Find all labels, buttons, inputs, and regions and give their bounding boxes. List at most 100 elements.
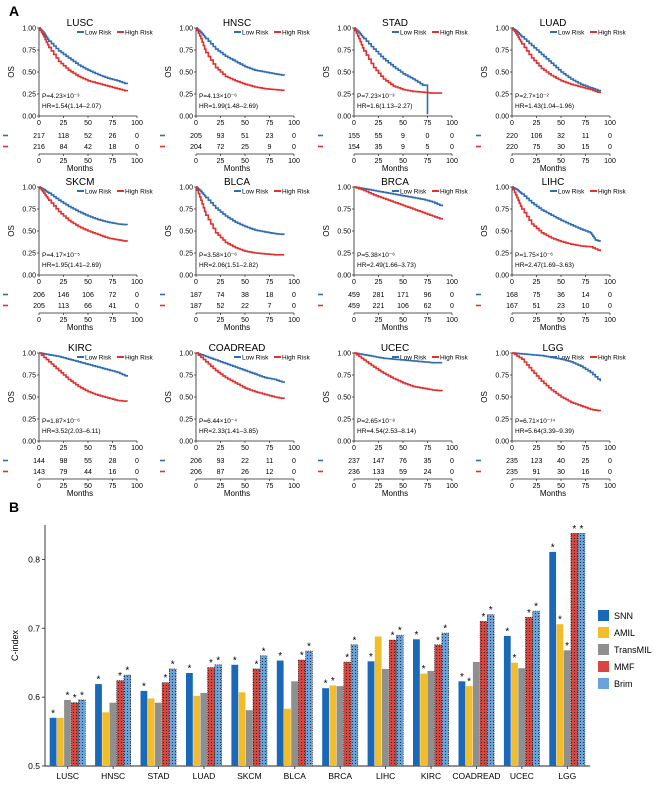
bar-snn-brca: [322, 688, 329, 766]
km-x-tick-label: 0: [510, 279, 514, 286]
legend-high-label: High Risk: [125, 30, 154, 37]
risk-low-count: 0: [608, 133, 612, 140]
km-panel-title: KIRC: [68, 343, 92, 354]
risk-high-count: 84: [60, 144, 68, 151]
risk-x-tick-label: 100: [604, 317, 616, 324]
km-x-tick-label: 75: [424, 120, 432, 127]
km-panel-skcm: 0.00 0.25 0.50 0.75 1.00 0 25 50 75 100 OS SKCMLow …: [3, 177, 154, 332]
km-y-tick-label: 0.00: [22, 273, 36, 280]
months-label: Months: [224, 489, 250, 498]
km-x-tick-label: 0: [352, 120, 356, 127]
km-y-tick-label: 0.25: [22, 417, 36, 424]
risk-low-count: 75: [533, 292, 541, 299]
risk-low-count: 38: [241, 292, 249, 299]
km-y-tick-label: 0.25: [495, 417, 509, 424]
bar-y-tick-label: 0.6: [28, 692, 40, 702]
bar-hatch-overlay: [434, 644, 442, 767]
bar-transmil-coadread: [472, 662, 480, 766]
km-y-tick-label: 0.75: [22, 373, 36, 380]
km-low-risk-curve: [39, 352, 128, 377]
significance-star: *: [331, 676, 335, 687]
km-x-tick-label: 75: [109, 279, 117, 286]
significance-star: *: [73, 693, 77, 704]
km-x-tick-label: 100: [131, 445, 143, 452]
significance-star: *: [307, 642, 311, 653]
km-panel-luad: 0.00 0.25 0.50 0.75 1.00 0 25 50 75 100 OS LUADLow …: [476, 18, 627, 173]
km-high-risk-curve: [196, 352, 285, 400]
risk-high-count: 235: [506, 469, 518, 476]
legend-swatch-brim: [598, 678, 609, 689]
legend-swatch-amil: [598, 627, 609, 638]
bar-hatch-overlay: [441, 632, 449, 767]
bar-snn-lusc: [49, 717, 57, 766]
risk-x-tick-label: 0: [37, 317, 41, 324]
significance-star: *: [489, 605, 493, 616]
significance-star: *: [66, 690, 70, 701]
significance-star: *: [171, 659, 175, 670]
risk-low-count: 0: [450, 292, 454, 299]
bar-hatch-overlay: [252, 668, 261, 767]
bar-snn-skcm: [231, 664, 239, 766]
km-y-tick-label: 0.50: [337, 395, 351, 402]
months-label: Months: [540, 323, 566, 332]
bar-hatch-overlay: [207, 667, 215, 767]
legend-high-label: High Risk: [282, 189, 311, 196]
km-x-tick-label: 50: [399, 445, 407, 452]
significance-star: *: [391, 631, 395, 642]
km-x-tick-label: 0: [352, 445, 356, 452]
km-x-tick-label: 25: [533, 445, 541, 452]
km-y-tick-label: 0.00: [22, 114, 36, 121]
km-y-tick-label: 1.00: [337, 351, 351, 358]
significance-star: *: [142, 681, 146, 692]
km-hazard-ratio: HR=1.6(1.13–2.27): [357, 103, 412, 110]
km-x-tick-label: 25: [217, 120, 225, 127]
km-x-tick-label: 0: [510, 445, 514, 452]
bar-snn-hnsc: [95, 684, 102, 766]
risk-low-count: 0: [608, 458, 612, 465]
km-x-tick-label: 100: [288, 279, 300, 286]
km-hazard-ratio: HR=1.99(1.48–2.69): [199, 103, 258, 110]
km-low-risk-curve: [39, 186, 128, 226]
risk-x-tick-label: 75: [109, 317, 117, 324]
risk-x-tick-label: 75: [424, 158, 432, 165]
km-x-tick-label: 75: [266, 445, 274, 452]
risk-low-count: 0: [608, 292, 612, 299]
risk-high-count: 220: [506, 144, 518, 151]
risk-high-count: 62: [424, 303, 432, 310]
km-high-risk-curve: [39, 352, 128, 402]
risk-x-tick-label: 50: [399, 158, 407, 165]
km-hazard-ratio: HR=1.95(1.41–2.69): [42, 262, 101, 269]
legend-high-label: High Risk: [125, 189, 154, 196]
risk-high-count: 10: [582, 303, 590, 310]
risk-high-count: 22: [241, 303, 249, 310]
km-y-tick-label: 0.50: [179, 229, 193, 236]
significance-star: *: [51, 708, 55, 719]
bar-hatch-overlay: [525, 616, 533, 767]
risk-high-count: 216: [33, 144, 45, 151]
risk-low-count: 0: [135, 133, 139, 140]
significance-star: *: [352, 635, 356, 646]
km-y-tick-label: 0.75: [495, 48, 509, 55]
km-x-tick-label: 25: [375, 279, 383, 286]
km-x-tick-label: 100: [131, 120, 143, 127]
km-x-tick-label: 100: [446, 120, 458, 127]
km-y-tick-label: 0.25: [179, 92, 193, 99]
km-y-tick-label: 0.50: [179, 70, 193, 77]
risk-x-tick-label: 100: [131, 158, 143, 165]
risk-low-count: 55: [84, 458, 92, 465]
km-x-tick-label: 25: [217, 445, 225, 452]
bar-hatch-overlay: [577, 532, 586, 767]
legend-low-label: Low Risk: [242, 30, 269, 37]
risk-high-count: 0: [292, 144, 296, 151]
bar-hatch-overlay: [343, 661, 351, 767]
significance-star: *: [572, 524, 576, 535]
risk-x-tick-label: 50: [399, 317, 407, 324]
risk-high-count: 143: [33, 469, 45, 476]
risk-x-tick-label: 25: [533, 158, 541, 165]
risk-x-tick-label: 0: [194, 317, 198, 324]
bar-category-label: LIHC: [376, 771, 395, 781]
km-y-tick-label: 0.75: [495, 207, 509, 214]
bar-hatch-overlay: [479, 621, 488, 767]
risk-x-tick-label: 100: [288, 483, 300, 490]
risk-high-count: 459: [348, 303, 360, 310]
